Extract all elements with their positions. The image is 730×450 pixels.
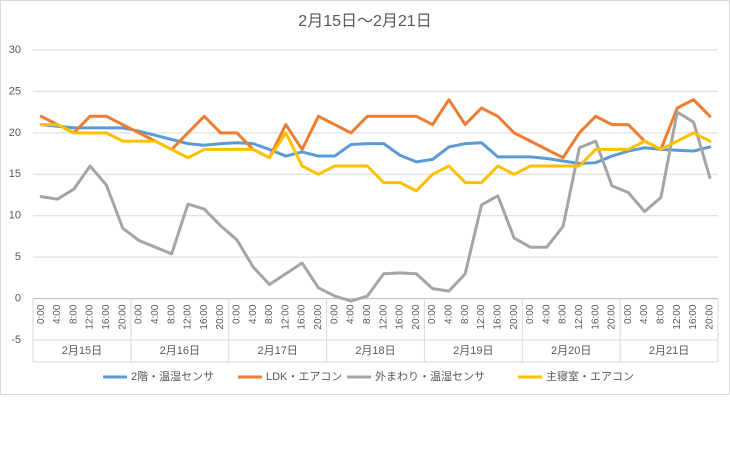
x-tick-label: 4:00 <box>444 304 455 324</box>
group-label: 2月21日 <box>649 345 689 357</box>
y-tick-label: -5 <box>11 334 21 346</box>
x-tick-label: 8:00 <box>166 304 177 324</box>
x-tick-label: 4:00 <box>541 304 552 324</box>
x-tick-label: 12:00 <box>85 304 96 329</box>
y-tick-label: 15 <box>9 168 21 180</box>
group-label: 2月16日 <box>160 345 200 357</box>
x-tick-label: 8:00 <box>460 304 471 324</box>
x-tick-label: 16:00 <box>297 304 308 329</box>
y-tick-label: 20 <box>9 127 21 139</box>
group-label: 2月20日 <box>551 345 591 357</box>
x-tick-label: 4:00 <box>150 304 161 324</box>
series-line <box>39 123 712 193</box>
x-tick-label: 0:00 <box>36 304 47 324</box>
x-tick-label: 0:00 <box>329 304 340 324</box>
x-tick-label: 0:00 <box>623 304 634 324</box>
group-label: 2月15日 <box>62 345 102 357</box>
legend-label: 2階・温湿センサ <box>131 369 214 383</box>
group-label: 2月17日 <box>257 345 297 357</box>
x-tick-label: 12:00 <box>280 304 291 329</box>
chart-title: 2月15日～2月21日 <box>298 13 431 30</box>
x-tick-label: 16:00 <box>395 304 406 329</box>
x-tick-label: 16:00 <box>199 304 210 329</box>
x-tick-label: 16:00 <box>688 304 699 329</box>
x-tick-label: 20:00 <box>704 304 715 329</box>
x-tick-label: 12:00 <box>183 304 194 329</box>
x-tick-label: 0:00 <box>427 304 438 324</box>
y-tick-label: 10 <box>9 210 21 222</box>
legend-label: 外まわり・温湿センサ <box>375 370 485 383</box>
legend-label: 主寝室・エアコン <box>546 369 634 383</box>
x-tick-label: 12:00 <box>476 304 487 329</box>
chart-frame <box>0 0 730 395</box>
y-tick-label: 5 <box>15 251 21 263</box>
x-tick-label: 8:00 <box>656 304 667 324</box>
x-tick-label: 20:00 <box>215 304 226 329</box>
y-tick-label: 30 <box>9 44 21 56</box>
x-tick-label: 8:00 <box>68 304 79 324</box>
x-tick-label: 20:00 <box>411 304 422 329</box>
group-label: 2月19日 <box>453 345 493 357</box>
x-tick-label: 8:00 <box>264 304 275 324</box>
y-tick-label: 25 <box>9 85 21 97</box>
x-tick-label: 20:00 <box>607 304 618 329</box>
x-tick-label: 4:00 <box>248 304 259 324</box>
x-tick-label: 0:00 <box>232 304 243 324</box>
x-tick-label: 16:00 <box>590 304 601 329</box>
legend-label: LDK・エアコン <box>266 371 342 383</box>
x-tick-label: 8:00 <box>362 304 373 324</box>
x-tick-label: 4:00 <box>639 304 650 324</box>
x-tick-label: 0:00 <box>525 304 536 324</box>
x-tick-label: 4:00 <box>346 304 357 324</box>
y-tick-label: 0 <box>15 292 21 304</box>
x-tick-label: 16:00 <box>492 304 503 329</box>
x-tick-label: 12:00 <box>378 304 389 329</box>
x-tick-label: 20:00 <box>313 304 324 329</box>
group-label: 2月18日 <box>355 345 395 357</box>
x-tick-label: 16:00 <box>101 304 112 329</box>
x-tick-label: 20:00 <box>509 304 520 329</box>
x-tick-label: 4:00 <box>52 304 63 324</box>
series-line <box>39 123 712 166</box>
x-tick-label: 12:00 <box>574 304 585 329</box>
x-tick-label: 12:00 <box>672 304 683 329</box>
x-tick-label: 20:00 <box>117 304 128 329</box>
x-tick-label: 8:00 <box>558 304 569 324</box>
x-tick-label: 0:00 <box>134 304 145 324</box>
